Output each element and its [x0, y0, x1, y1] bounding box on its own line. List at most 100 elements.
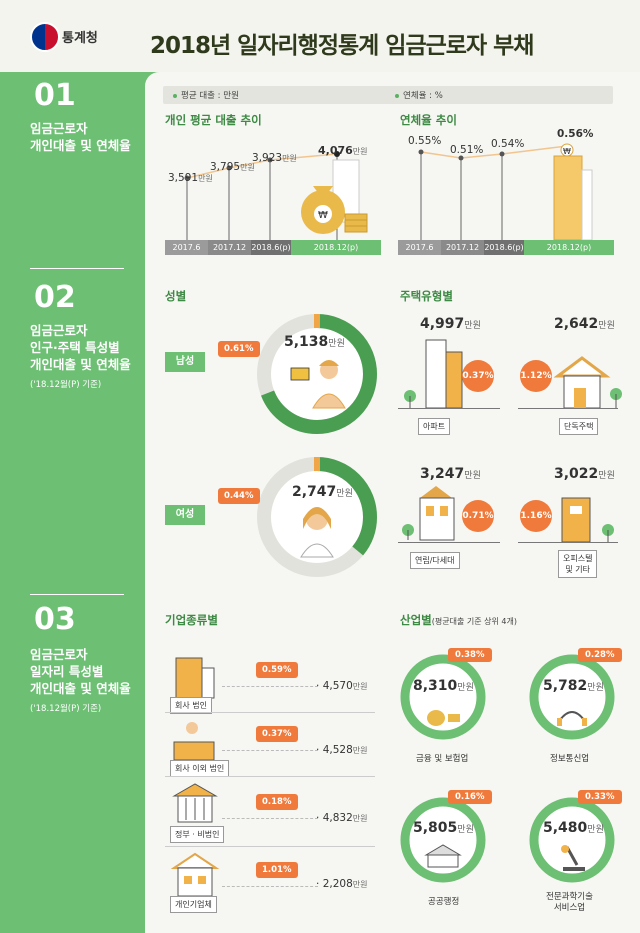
money-bag-icon [427, 710, 460, 726]
loan-period-1: 2017.6 [165, 240, 208, 255]
government-rate-badge: 0.18% [256, 794, 298, 810]
divider [30, 268, 124, 269]
company-heading: 기업종류별 [165, 613, 218, 627]
rowhouse-label: 연립/다세대 [410, 552, 460, 569]
female-loan-value: 2,747만원 [292, 484, 353, 500]
housing-heading: 주택유형별 [400, 289, 453, 303]
delinq-trend-heading: 연체율 추이 [400, 113, 457, 127]
government-label: 정부 · 비법인 [170, 826, 225, 843]
man-with-card-icon [290, 360, 346, 409]
public-admin-rate-badge: 0.16% [448, 790, 492, 804]
loan-period-3: 2018.6(p) [251, 240, 291, 255]
shop-icon [170, 852, 220, 897]
female-donut [257, 457, 377, 577]
apartment-icon [404, 339, 463, 409]
ict-label: 정보통신업 [550, 754, 590, 764]
public-admin-ring [400, 797, 486, 883]
delinq-period-3: 2018.6(p) [484, 240, 524, 255]
individual-enterprise-rate-badge: 1.01% [256, 862, 298, 878]
dashed-leader [222, 686, 318, 687]
apartment-rate-bubble: 0.37% [462, 360, 494, 392]
corporation-loan-value: · 4,570만원 [316, 680, 368, 692]
delinq-point-3 [499, 151, 505, 157]
gender-heading: 성별 [165, 289, 187, 303]
delinq-trend-chart: ₩ [418, 143, 593, 241]
finance-rate-badge: 0.38% [448, 648, 492, 662]
apartment-loan-value: 4,997만원 [420, 316, 481, 332]
row-divider [165, 712, 375, 713]
loan-value-1: 3,591만원 [168, 172, 213, 184]
corporation-building-icon [175, 657, 215, 699]
skyscraper-icon: ₩ [553, 143, 593, 241]
donut-marker [314, 314, 320, 328]
government-loan-value: · 4,832만원 [316, 812, 368, 824]
officetel-loan-value: 3,022만원 [554, 466, 615, 482]
male-tag: 남성 [165, 352, 205, 372]
government-building-icon [172, 783, 218, 823]
delinq-point-2 [458, 155, 464, 161]
section-1-number: 01 [34, 78, 76, 113]
svg-text:₩: ₩ [563, 147, 571, 156]
dashed-leader [222, 750, 318, 751]
male-donut [257, 314, 377, 434]
finance-label: 금융 및 보험업 [416, 754, 469, 764]
individual-enterprise-label: 개인기업체 [170, 896, 217, 913]
loan-point-1 [184, 175, 190, 181]
house-rate-bubble: 1.12% [520, 360, 552, 392]
science-service-ring [529, 797, 615, 883]
loan-trend-chart: ₩ [184, 151, 368, 240]
legend-loan: 평균 대출 : 만원 [173, 89, 239, 101]
corporation-label: 회사 법인 [170, 697, 212, 714]
row-divider [165, 846, 375, 847]
science-service-label: 전문과학기술 서비스업 [546, 892, 593, 913]
dashed-leader [222, 818, 318, 819]
bullet-icon [173, 93, 177, 98]
legend-bar: 평균 대출 : 만원 연체율 : % [163, 86, 613, 104]
science-service-rate-badge: 0.33% [578, 790, 622, 804]
logo-text: 통계청 [62, 31, 98, 46]
officetel-rate-bubble: 1.16% [520, 500, 552, 532]
row-divider [165, 776, 375, 777]
headset-icon [557, 711, 587, 726]
loan-value-4: 4,076만원 [318, 144, 368, 157]
apartment-label: 아파트 [418, 418, 451, 435]
ict-ring [529, 654, 615, 740]
ground-line [518, 542, 618, 543]
header: 통계청 2018년 일자리행정통계 임금근로자 부채 [0, 0, 640, 72]
section-3-title: 임금근로자 일자리 특성별 개인대출 및 연체율 [30, 647, 131, 696]
page-title: 2018년 일자리행정통계 임금근로자 부채 [150, 33, 534, 59]
section-1-title: 임금근로자 개인대출 및 연체율 [30, 121, 131, 153]
desk-worker-icon [173, 722, 215, 761]
delinq-value-3: 0.54% [491, 138, 525, 150]
microscope-icon [561, 845, 585, 871]
public-admin-loan-value: 5,805만원 [413, 820, 474, 836]
female-tag: 여성 [165, 505, 205, 525]
donut-marker [314, 457, 320, 471]
delinq-period-2: 2017.12 [441, 240, 484, 255]
loan-value-3: 3,923만원 [252, 152, 297, 164]
loan-point-3 [267, 157, 273, 163]
section-2-number: 02 [34, 280, 76, 315]
loan-point-2 [226, 165, 232, 171]
loan-point-4 [334, 151, 340, 157]
rowhouse-rate-bubble: 0.71% [462, 500, 494, 532]
delinq-period-1: 2017.6 [398, 240, 441, 255]
delinq-value-4: 0.56% [557, 128, 594, 140]
korea-emblem-icon [30, 22, 60, 52]
non-corporation-loan-value: · 4,528만원 [316, 744, 368, 756]
money-bag-icon: ₩ [301, 159, 368, 234]
ict-loan-value: 5,782만원 [543, 678, 604, 694]
rowhouse-icon [402, 486, 455, 541]
woman-icon [300, 507, 334, 558]
delinq-value-2: 0.51% [450, 144, 484, 156]
section-2-note: ('18.12월(P) 기준) [30, 380, 102, 390]
finance-ring [400, 654, 486, 740]
section-3-note: ('18.12월(P) 기준) [30, 704, 102, 714]
section-3-number: 03 [34, 602, 76, 637]
corporation-rate-badge: 0.59% [256, 662, 298, 678]
ground-line [518, 408, 618, 409]
loan-trend-line [186, 153, 338, 179]
house-label: 단독주택 [559, 418, 599, 435]
delinq-trend-line [420, 145, 568, 159]
loan-trend-heading: 개인 평균 대출 추이 [165, 113, 262, 127]
